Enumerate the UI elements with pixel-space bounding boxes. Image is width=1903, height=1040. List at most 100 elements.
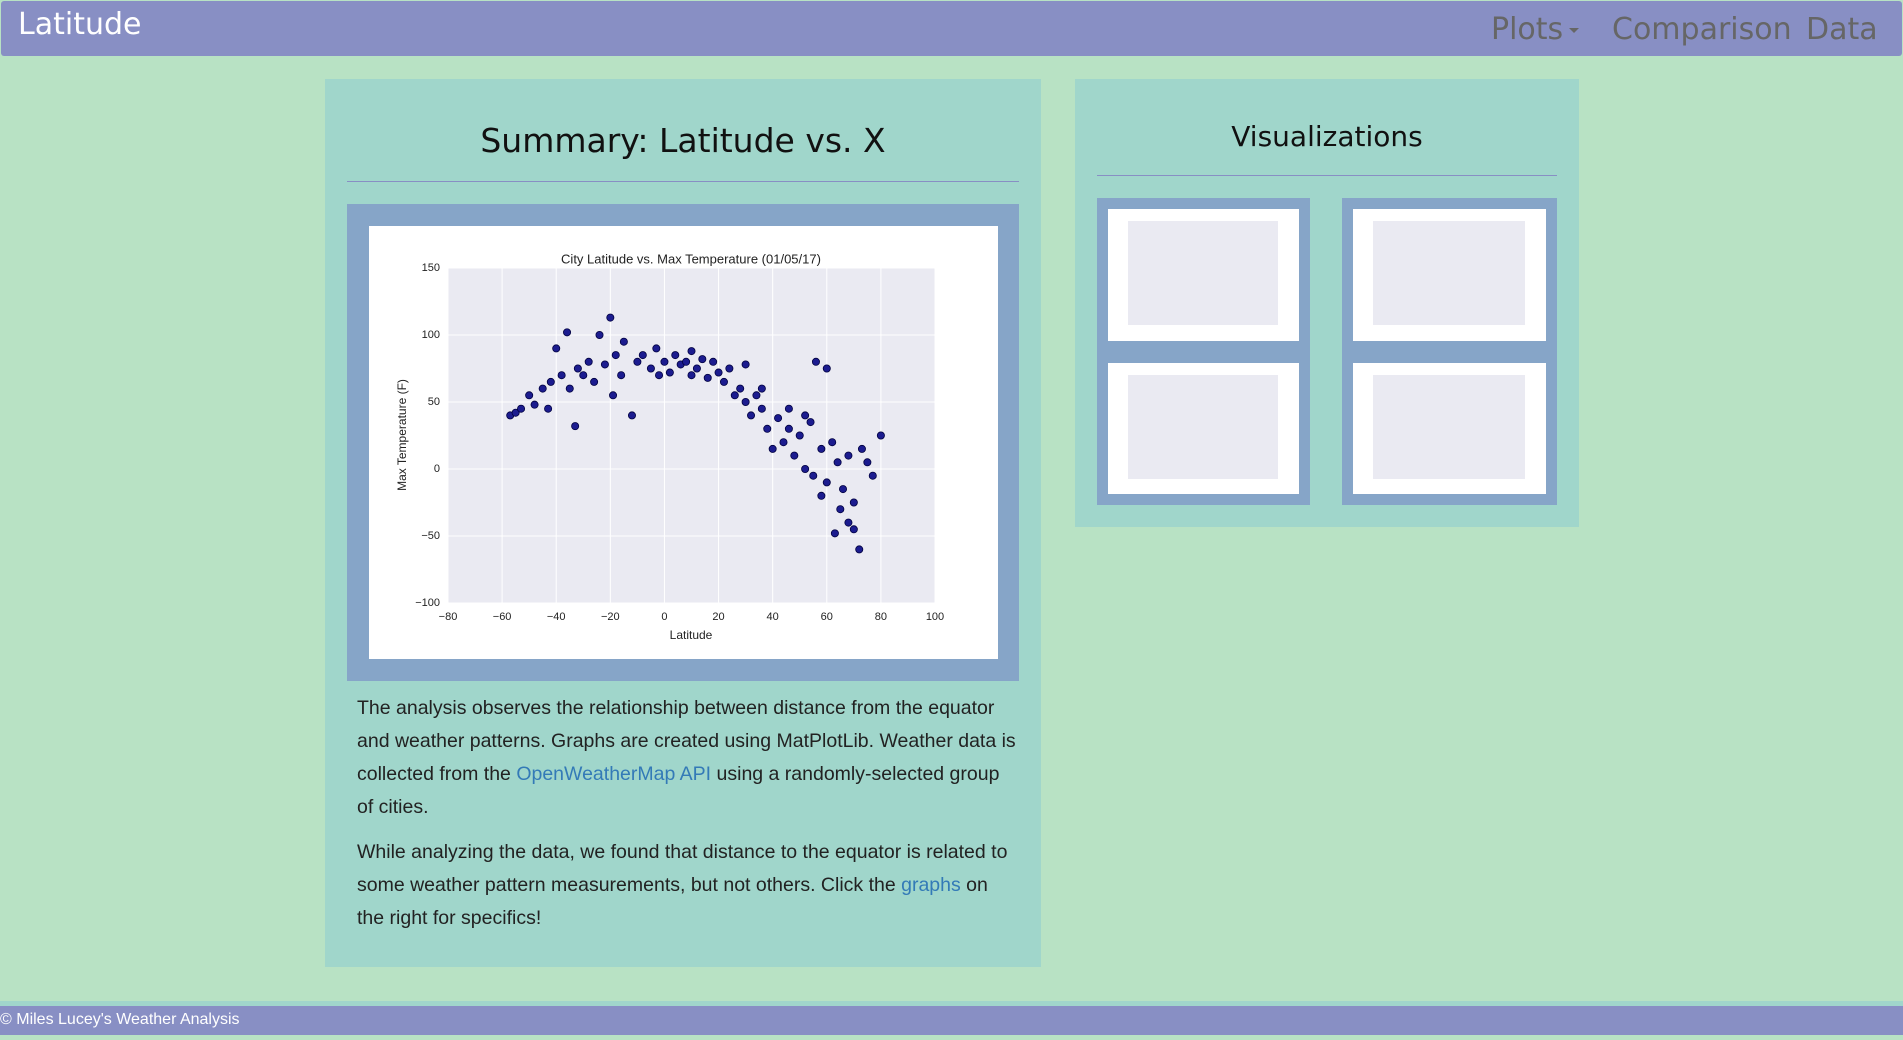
point — [741, 360, 750, 369]
point — [747, 411, 756, 420]
point — [752, 391, 761, 400]
point — [544, 404, 553, 413]
point — [525, 391, 534, 400]
point — [563, 328, 572, 337]
point — [784, 424, 793, 433]
thumb-plot — [1128, 375, 1278, 479]
visualizations-title: Visualizations — [1231, 120, 1423, 153]
plot-area — [448, 268, 935, 603]
thumb-frame — [1097, 198, 1310, 505]
chart-title: City Latitude vs. Max Temperature (01/05… — [561, 251, 821, 266]
x-tick-label: −60 — [493, 611, 512, 623]
x-axis-label: Latitude — [670, 628, 713, 642]
point — [511, 408, 520, 417]
y-tick-label: −50 — [421, 530, 440, 542]
x-tick-label: 80 — [875, 611, 887, 623]
point — [779, 438, 788, 447]
point — [606, 313, 615, 322]
y-tick-label: 0 — [434, 463, 440, 475]
point — [811, 357, 820, 366]
point — [817, 491, 826, 500]
point — [611, 351, 620, 360]
point — [546, 377, 555, 386]
summary-text: The analysis observes the relationship b… — [357, 692, 1017, 935]
point — [830, 529, 839, 538]
thumbnail[interactable] — [1108, 209, 1299, 341]
brand[interactable]: Latitude — [18, 7, 142, 42]
point — [665, 368, 674, 377]
point — [801, 411, 810, 420]
link[interactable]: graphs — [901, 874, 961, 896]
point — [573, 364, 582, 373]
thumbnail[interactable] — [1108, 363, 1299, 494]
thumbnail[interactable] — [1353, 363, 1546, 494]
point — [652, 344, 661, 353]
text: The analysis observes the relationship b… — [357, 697, 1016, 785]
point — [655, 371, 664, 380]
point — [795, 431, 804, 440]
point — [703, 373, 712, 382]
point — [725, 364, 734, 373]
footer-text: © Miles Lucey's Weather Analysis — [0, 1011, 240, 1028]
x-tick-label: −40 — [547, 611, 566, 623]
point — [817, 444, 826, 453]
caret — [1569, 28, 1580, 33]
nav-dropdown[interactable]: Plots — [1491, 12, 1580, 47]
point — [822, 478, 831, 487]
x-tick-label: 20 — [712, 611, 724, 623]
point — [565, 384, 574, 393]
point — [571, 422, 580, 431]
point — [627, 411, 636, 420]
summary-panel: Summary: Latitude vs. X City Latitude vs… — [325, 79, 1041, 967]
point — [682, 357, 691, 366]
point — [855, 545, 864, 554]
footer: © Miles Lucey's Weather Analysis — [0, 1001, 1903, 1035]
point — [600, 360, 609, 369]
text: on the right for specifics! — [357, 874, 988, 929]
divider — [1097, 175, 1557, 176]
point — [609, 391, 618, 400]
thumb-plot — [1128, 221, 1278, 325]
point — [638, 351, 647, 360]
point — [698, 355, 707, 364]
navbar: Latitude Plots Comparison Data — [1, 1, 1902, 56]
point — [517, 404, 526, 413]
point — [809, 471, 818, 480]
point — [530, 400, 539, 409]
point — [857, 444, 866, 453]
point — [849, 525, 858, 534]
point — [790, 451, 799, 460]
point — [757, 384, 766, 393]
point — [844, 451, 853, 460]
point — [876, 431, 885, 440]
point — [736, 384, 745, 393]
thumb-frame — [1342, 198, 1557, 505]
x-tick-label: −80 — [439, 611, 458, 623]
point — [671, 351, 680, 360]
chart: City Latitude vs. Max Temperature (01/05… — [369, 226, 998, 659]
point — [763, 424, 772, 433]
paragraph: The analysis observes the relationship b… — [357, 692, 1017, 824]
point — [617, 371, 626, 380]
link[interactable]: OpenWeatherMap API — [516, 763, 712, 785]
point — [687, 371, 696, 380]
nav-item[interactable]: Plots — [1491, 12, 1564, 47]
text: using a randomly-selected group of citie… — [357, 763, 1000, 818]
point — [836, 505, 845, 514]
point — [839, 485, 848, 494]
nav-item[interactable]: Data — [1806, 12, 1878, 47]
point — [719, 377, 728, 386]
thumbnail[interactable] — [1353, 209, 1546, 341]
divider — [347, 181, 1019, 182]
nav-item[interactable]: Comparison — [1612, 12, 1792, 47]
y-tick-label: 100 — [422, 329, 440, 341]
point — [646, 364, 655, 373]
x-tick-label: 100 — [926, 611, 944, 623]
paragraph: While analyzing the data, we found that … — [357, 836, 1017, 935]
point — [757, 404, 766, 413]
point — [741, 397, 750, 406]
point — [590, 377, 599, 386]
point — [822, 364, 831, 373]
visualizations-panel: Visualizations — [1075, 79, 1579, 527]
